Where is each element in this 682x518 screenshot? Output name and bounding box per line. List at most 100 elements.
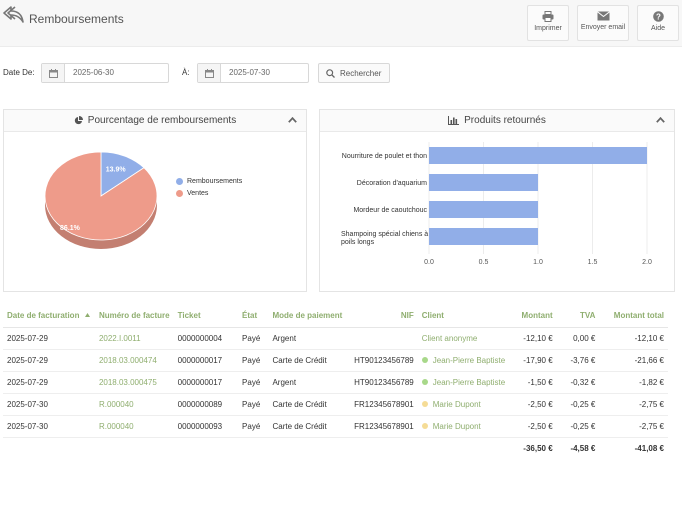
col-amount[interactable]: Montant <box>516 305 557 328</box>
y-category-label: Nourriture de poulet et thon <box>342 153 427 160</box>
bar[interactable] <box>429 201 538 218</box>
chevron-up-icon[interactable] <box>288 117 297 123</box>
page-title: Remboursements <box>29 12 124 26</box>
client-name[interactable]: Marie Dupont <box>432 399 481 409</box>
cell-tva: -0,25 € <box>556 415 600 438</box>
cell-date: 2025-07-30 <box>3 393 95 416</box>
pie-slice-sales[interactable] <box>44 151 158 241</box>
help-label: Aide <box>650 25 665 32</box>
cell-ticket: 0000000017 <box>173 349 239 372</box>
cell-amount: -1,50 € <box>516 371 557 394</box>
legend-label-sales: Ventes <box>187 190 209 197</box>
y-category-label: Mordeur de caoutchouc <box>353 207 427 214</box>
cell-ticket: 0000000017 <box>173 371 239 394</box>
col-tva[interactable]: TVA <box>556 305 600 328</box>
envelope-icon <box>596 11 610 21</box>
client-name[interactable]: Jean-Pierre Baptiste <box>432 355 506 365</box>
bar-chart-icon <box>448 116 460 125</box>
cell-amount: -12,10 € <box>516 327 557 350</box>
col-state[interactable]: État <box>238 305 269 328</box>
sort-asc-icon[interactable] <box>85 313 91 318</box>
cell-invoice-link[interactable]: R.000040 <box>94 393 174 416</box>
cell-client-link[interactable]: Jean-Pierre Baptiste <box>417 371 517 394</box>
col-client[interactable]: Client <box>417 305 517 328</box>
cell-client-link[interactable]: Client anonyme <box>417 327 517 350</box>
client-color-dot <box>421 422 428 429</box>
refund-percentage-title: Pourcentage de remboursements <box>87 115 237 126</box>
x-tick-label: 0.0 <box>424 259 434 266</box>
x-tick-label: 1.0 <box>533 259 543 266</box>
total-total: -41,08 € <box>634 443 664 453</box>
client-color-dot <box>421 400 428 407</box>
date-filters: Date De: 2025-06-30 À: 2025-07-30 Recher… <box>0 60 682 86</box>
returned-products-chart: 0.0 0.5 1.0 1.5 2.0 Nourriture de poulet et t… <box>341 142 652 266</box>
client-name[interactable]: Marie Dupont <box>432 421 481 431</box>
legend-item-sales: Ventes <box>176 190 208 197</box>
returned-products-panel: Produits retournés 0.0 0.5 1.0 1.5 2.0 Nourri… <box>319 109 675 292</box>
help-icon: ? <box>652 11 664 22</box>
cell-nif: FR12345678901 <box>346 393 418 416</box>
table-row[interactable]: 2025-07-29 2022.I.0011 0000000004 Payé A… <box>3 327 668 350</box>
cell-client-link[interactable]: Marie Dupont <box>417 415 517 438</box>
calendar-icon[interactable] <box>198 64 221 82</box>
col-nif[interactable]: NIF <box>346 305 418 328</box>
cell-date: 2025-07-29 <box>3 371 95 394</box>
cell-amount: -2,50 € <box>516 415 557 438</box>
col-total[interactable]: Montant total <box>599 305 668 328</box>
top-bar: Remboursements Imprimer Envoyer email ? … <box>0 0 682 47</box>
calendar-icon[interactable] <box>42 64 65 82</box>
cell-amount: -17,90 € <box>516 349 557 372</box>
client-name[interactable]: Jean-Pierre Baptiste <box>432 377 506 387</box>
table-row[interactable]: 2025-07-30 R.000040 0000000089 Payé Cart… <box>3 393 668 416</box>
date-from-label: Date De: <box>3 68 35 77</box>
col-ticket[interactable]: Ticket <box>173 305 239 328</box>
print-button[interactable]: Imprimer <box>527 5 569 41</box>
cell-invoice-link[interactable]: 2018.03.000474 <box>94 349 174 372</box>
table-row[interactable]: 2025-07-29 2018.03.000474 0000000017 Pay… <box>3 349 668 372</box>
cell-invoice-link[interactable]: R.000040 <box>94 415 174 438</box>
cell-invoice-link[interactable]: 2018.03.000475 <box>94 371 174 394</box>
client-name[interactable]: Client anonyme <box>421 333 478 343</box>
bar[interactable] <box>429 147 647 164</box>
cell-invoice-link[interactable]: 2022.I.0011 <box>94 327 174 350</box>
y-category-label: Shampoing spécial chiens à poils longs <box>341 231 428 246</box>
send-email-button[interactable]: Envoyer email <box>577 5 629 41</box>
date-from-value[interactable]: 2025-06-30 <box>73 68 114 77</box>
x-tick-label: 1.5 <box>588 259 598 266</box>
x-tick-label: 0.5 <box>479 259 489 266</box>
cell-ticket: 0000000093 <box>173 415 239 438</box>
bar[interactable] <box>429 228 538 245</box>
cell-date: 2025-07-29 <box>3 327 95 350</box>
cell-client-link[interactable]: Jean-Pierre Baptiste <box>417 349 517 372</box>
cell-state: Payé <box>238 371 269 394</box>
cell-total: -2,75 € <box>599 393 668 416</box>
pie-label-refunds: 13.9% <box>106 166 127 173</box>
cell-nif: HT90123456789 <box>346 349 418 372</box>
chevron-up-icon[interactable] <box>656 117 665 123</box>
print-icon <box>542 11 554 22</box>
help-button[interactable]: ? Aide <box>637 5 679 41</box>
table-row[interactable]: 2025-07-29 2018.03.000475 0000000017 Pay… <box>3 371 668 394</box>
cell-date: 2025-07-30 <box>3 415 95 438</box>
col-invoice[interactable]: Numéro de facture <box>94 305 174 328</box>
cell-total: -2,75 € <box>599 415 668 438</box>
refund-percentage-panel: Pourcentage de remboursements 13.9% 86.1%… <box>3 109 307 292</box>
col-payment[interactable]: Mode de paiement <box>268 305 347 328</box>
cell-payment: Argent <box>268 371 347 394</box>
cell-payment: Carte de Crédit <box>268 393 347 416</box>
table-row[interactable]: 2025-07-30 R.000040 0000000093 Payé Cart… <box>3 415 668 438</box>
cell-payment: Carte de Crédit <box>268 415 347 438</box>
col-date[interactable]: Date de facturation <box>3 305 95 328</box>
search-button[interactable]: Rechercher <box>318 63 390 83</box>
legend-swatch <box>176 190 183 197</box>
svg-text:?: ? <box>656 12 661 21</box>
back-arrow-icon[interactable] <box>3 5 25 23</box>
table-header-row: Date de facturation Numéro de facture Ti… <box>3 305 668 328</box>
pie-label-sales: 86.1% <box>60 225 81 232</box>
bar[interactable] <box>429 174 538 191</box>
cell-client-link[interactable]: Marie Dupont <box>417 393 517 416</box>
send-email-label: Envoyer email <box>580 24 626 31</box>
date-from-field[interactable]: 2025-06-30 <box>41 63 169 83</box>
date-to-field[interactable]: 2025-07-30 <box>197 63 309 83</box>
date-to-value[interactable]: 2025-07-30 <box>229 68 270 77</box>
